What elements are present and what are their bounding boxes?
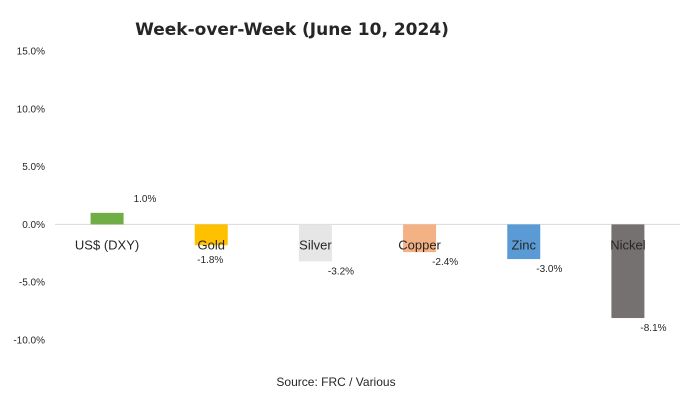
data-labels: 1.0% -1.8% -3.2% -2.4% -3.0% -8.1% (134, 194, 667, 334)
source-note: Source: FRC / Various (276, 375, 395, 389)
y-tick-label: 5.0% (22, 162, 45, 173)
bar-copper (403, 224, 437, 253)
y-tick-label: 10.0% (17, 104, 45, 115)
category-labels: US$ (DXY) Gold Silver Copper Zinc Nickel (75, 237, 646, 252)
category-label: Zinc (511, 237, 536, 252)
data-label: -3.0% (536, 264, 562, 275)
y-axis: 15.0% 10.0% 5.0% 0.0% -5.0% -10.0% (13, 47, 45, 347)
category-label: Nickel (610, 237, 646, 252)
data-label: -8.1% (640, 323, 666, 334)
bars-group (90, 212, 645, 319)
data-label: -3.2% (328, 266, 354, 277)
category-label: Silver (299, 237, 332, 252)
data-label: -2.4% (432, 257, 458, 268)
bar-nickel (611, 224, 645, 319)
bar-us-dxy (90, 212, 124, 225)
bar-gold (194, 224, 228, 246)
y-tick-label: -5.0% (19, 278, 45, 289)
bar-silver (298, 224, 332, 262)
data-label: -1.8% (197, 255, 223, 266)
category-label: Gold (198, 237, 225, 252)
chart-title: Week-over-Week (June 10, 2024) (135, 20, 449, 40)
bar-zinc (507, 224, 541, 260)
y-tick-label: -10.0% (13, 336, 45, 347)
data-label: 1.0% (134, 194, 157, 205)
category-label: US$ (DXY) (75, 237, 139, 252)
y-tick-label: 15.0% (17, 47, 45, 58)
y-tick-label: 0.0% (22, 220, 45, 231)
category-label: Copper (398, 237, 441, 252)
